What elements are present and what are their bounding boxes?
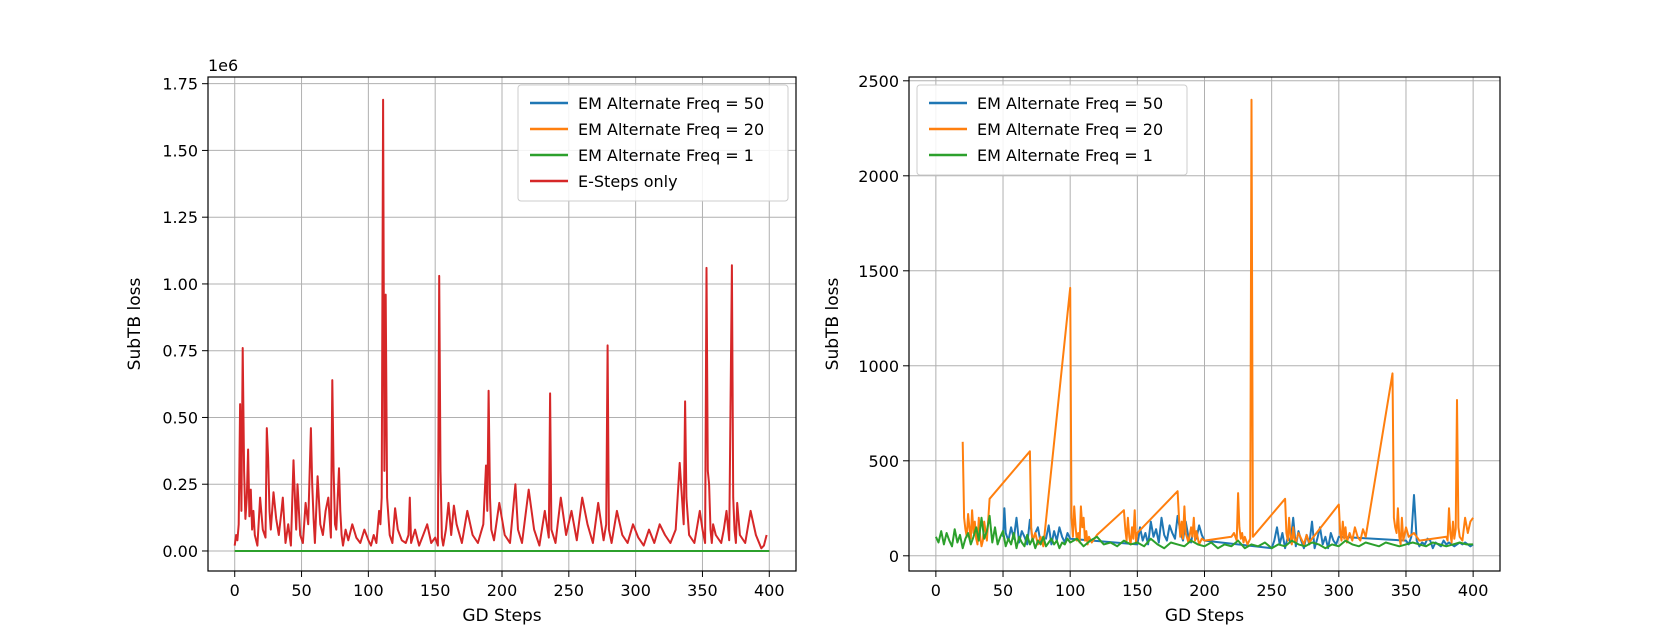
left-chart-ticks: 0 50 100 150 200 250 300 350 400 0.00 0.25 0.50 0.75… [162,75,784,600]
left-chart-y-tick-label: 1.50 [162,141,198,160]
left-chart-y-tick-label: 0.50 [162,408,198,427]
left-chart-legend-label: EM Alternate Freq = 1 [578,146,754,165]
right-chart-lines [934,98,1474,550]
right-chart-y-tick-label: 2000 [858,167,899,186]
right-chart-legend-label: EM Alternate Freq = 50 [977,94,1163,113]
right-chart-y-tick-label: 0 [889,547,899,566]
left-chart-offset-label: 1e6 [208,56,238,75]
left-chart-y-tick-label: 1.75 [162,75,198,94]
right-chart-x-tick-label: 350 [1391,581,1422,600]
right-chart: 0 50 100 150 200 250 300 350 400 0 500 1000 1500 2000… [823,72,1501,626]
left-chart-x-tick-label: 200 [487,581,518,600]
left-chart-legend-label: EM Alternate Freq = 50 [578,94,764,113]
right-chart-x-tick-label: 150 [1122,581,1153,600]
left-chart-legend-label: E-Steps only [578,172,678,191]
left-chart-y-tick-label: 1.00 [162,275,198,294]
right-chart-series-em-alternate-freq-20 [961,98,1474,548]
right-chart-ticks: 0 50 100 150 200 250 300 350 400 0 500 1000 1500 2000… [858,72,1488,600]
right-chart-x-tick-label: 400 [1458,581,1489,600]
right-chart-y-tick-label: 1500 [858,262,899,281]
left-chart-x-tick-label: 0 [230,581,240,600]
left-chart-x-tick-label: 400 [754,581,785,600]
left-chart-x-tick-label: 300 [620,581,651,600]
left-chart-x-axis-label: GD Steps [462,606,541,626]
left-chart: 0 50 100 150 200 250 300 350 400 0.00 0.25 0.50 0.75… [125,56,797,626]
right-chart-x-tick-label: 200 [1189,581,1220,600]
right-chart-legend-label: EM Alternate Freq = 1 [977,146,1153,165]
right-chart-y-axis-label: SubTB loss [823,278,843,371]
left-chart-x-tick-label: 250 [554,581,585,600]
left-chart-legend-box [517,84,789,202]
right-chart-x-tick-label: 100 [1055,581,1086,600]
left-chart-y-tick-label: 0.75 [162,342,198,361]
left-chart-x-tick-label: 50 [291,581,311,600]
right-chart-y-tick-label: 500 [868,452,899,471]
left-chart-y-axis-label: SubTB loss [125,278,145,371]
left-chart-series-e-steps-only [233,98,768,550]
right-chart-series-em-alternate-freq-1 [934,514,1474,550]
right-chart-x-tick-label: 300 [1324,581,1355,600]
right-chart-x-tick-label: 250 [1256,581,1287,600]
left-chart-legend-label: EM Alternate Freq = 20 [578,120,764,139]
right-chart-grid [909,77,1500,571]
left-chart-x-tick-label: 350 [687,581,718,600]
right-chart-x-tick-label: 50 [993,581,1013,600]
left-chart-y-tick-label: 1.25 [162,208,198,227]
left-chart-y-tick-label: 0.25 [162,475,198,494]
right-chart-legend: EM Alternate Freq = 50 EM Alternate Freq … [916,84,1188,176]
right-chart-x-axis-label: GD Steps [1165,606,1244,626]
right-chart-y-tick-label: 1000 [858,357,899,376]
left-chart-x-tick-label: 150 [420,581,451,600]
left-chart-x-tick-label: 100 [353,581,384,600]
right-chart-legend-label: EM Alternate Freq = 20 [977,120,1163,139]
left-chart-legend: EM Alternate Freq = 50 EM Alternate Freq … [517,84,789,202]
left-chart-y-tick-label: 0.00 [162,542,198,561]
left-chart-lines [233,98,770,552]
right-chart-x-tick-label: 0 [931,581,941,600]
right-chart-y-tick-label: 2500 [858,72,899,91]
right-chart-legend-box [916,84,1188,176]
